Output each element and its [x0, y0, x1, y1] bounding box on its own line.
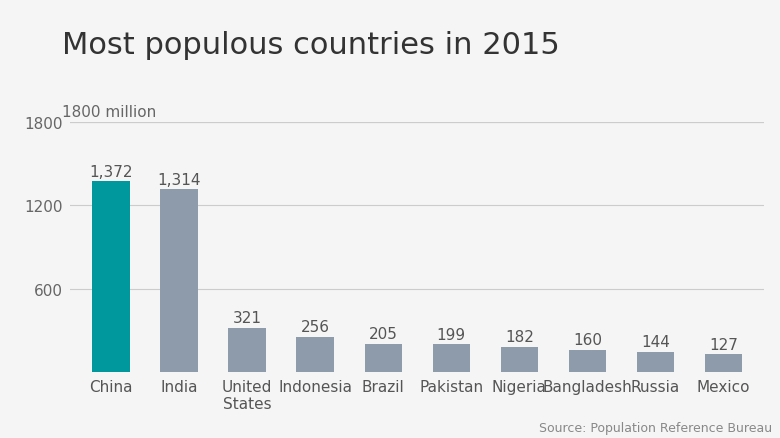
Text: 1,372: 1,372 — [89, 164, 133, 179]
Bar — [501, 347, 538, 372]
Text: Source: Population Reference Bureau: Source: Population Reference Bureau — [539, 420, 772, 434]
Text: 182: 182 — [505, 329, 534, 344]
Bar — [364, 344, 402, 372]
Bar — [229, 328, 266, 372]
Bar — [92, 182, 129, 372]
Bar — [296, 337, 334, 372]
Text: 127: 127 — [709, 337, 738, 352]
Text: 199: 199 — [437, 327, 466, 342]
Text: 256: 256 — [301, 319, 330, 334]
Text: 1800 million: 1800 million — [62, 105, 157, 120]
Bar — [636, 352, 674, 372]
Text: 144: 144 — [641, 335, 670, 350]
Text: Most populous countries in 2015: Most populous countries in 2015 — [62, 31, 560, 60]
Bar — [705, 355, 743, 372]
Bar — [569, 350, 606, 372]
Text: 160: 160 — [573, 332, 602, 347]
Text: 321: 321 — [232, 310, 261, 325]
Bar — [161, 190, 198, 372]
Text: 205: 205 — [369, 326, 398, 341]
Text: 1,314: 1,314 — [158, 172, 200, 187]
Bar — [433, 345, 470, 372]
